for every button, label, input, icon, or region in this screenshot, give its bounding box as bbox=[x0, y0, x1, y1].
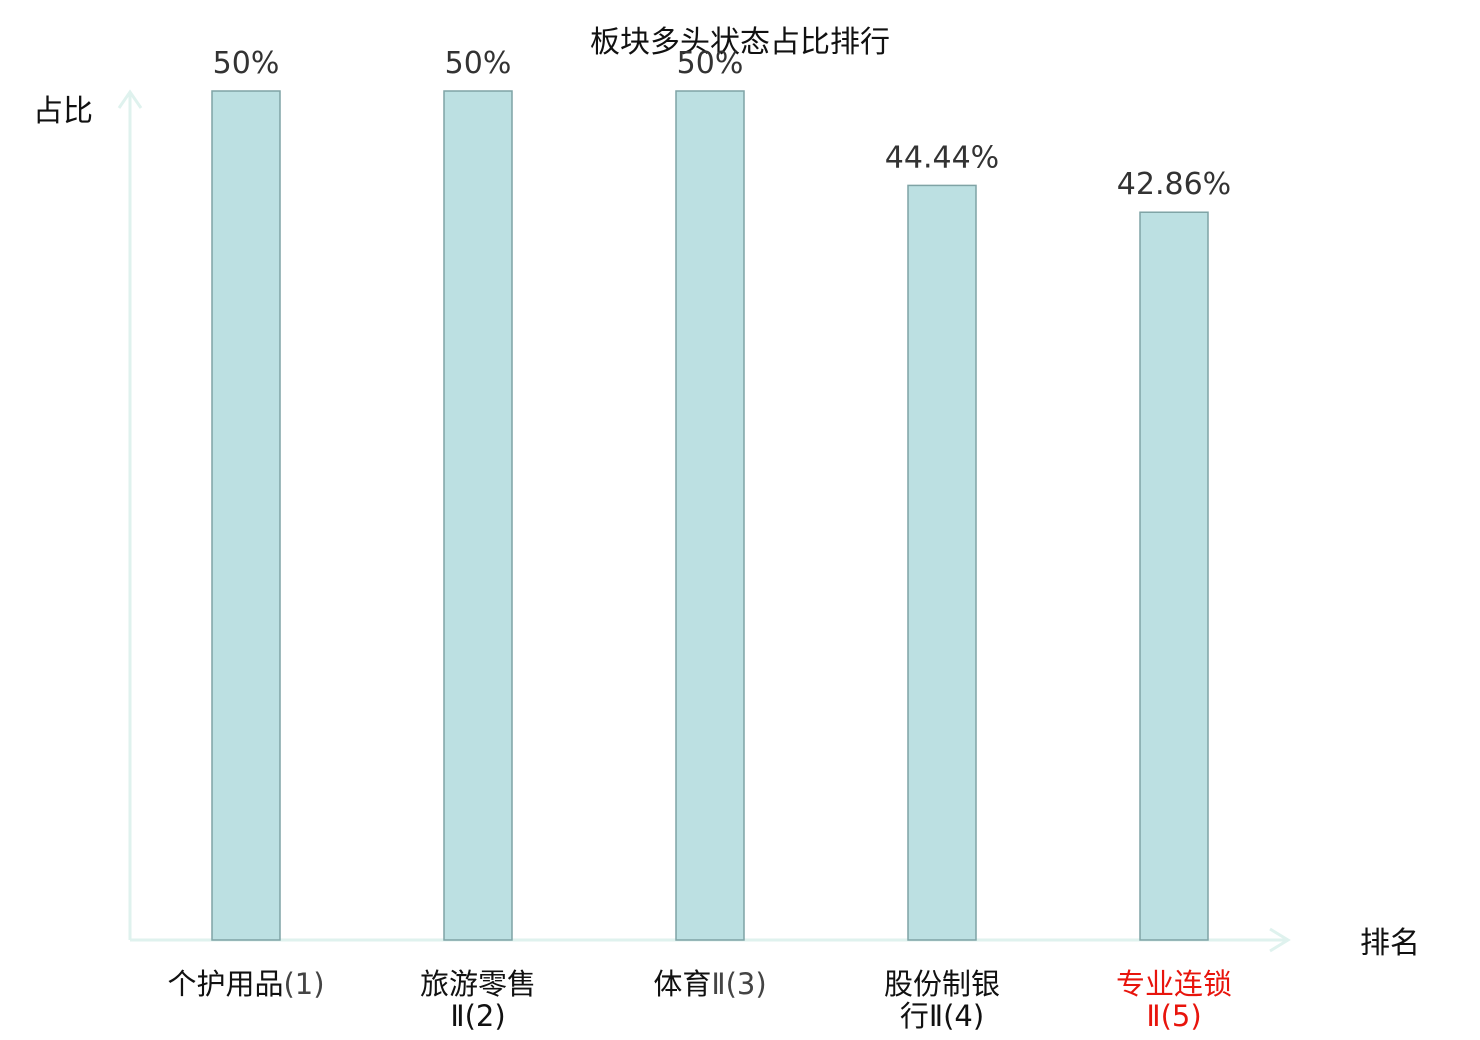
category-label-5: 专业连锁 bbox=[1116, 967, 1232, 1001]
category-label-1: 个护用品(1) bbox=[167, 967, 324, 1001]
y-axis-arrow bbox=[117, 89, 143, 109]
bar-1 bbox=[211, 90, 281, 941]
category-name-3: 体育 bbox=[653, 967, 711, 1001]
value-label-5: 42.86% bbox=[1117, 167, 1231, 202]
category-name-1: 个护用品 bbox=[167, 967, 283, 1001]
bar-2 bbox=[443, 90, 513, 941]
value-labels: 50% 50% 50% 44.44% 42.86% bbox=[213, 46, 1232, 202]
category-label-line2-5: Ⅱ(5) bbox=[1146, 999, 1201, 1033]
value-label-1: 50% bbox=[213, 46, 280, 81]
category-rank-3: Ⅱ(3) bbox=[711, 967, 766, 1001]
category-label-line2-2: Ⅱ(2) bbox=[450, 999, 505, 1033]
category-label-3: 体育Ⅱ(3) bbox=[653, 967, 766, 1001]
bar-4 bbox=[907, 184, 977, 941]
chart-title: 板块多头状态占比排行 bbox=[590, 25, 890, 60]
category-label-4: 股份制银 bbox=[884, 967, 1000, 1001]
category-name-5: 专业连锁 bbox=[1116, 967, 1232, 1001]
category-name-4: 股份制银 bbox=[884, 967, 1000, 1001]
category-rank-1: (1) bbox=[283, 967, 324, 1001]
bar-3 bbox=[675, 90, 745, 941]
category-name-2: 旅游零售 bbox=[420, 967, 536, 1001]
value-label-3: 50% bbox=[677, 46, 744, 81]
category-label-2: 旅游零售 bbox=[420, 967, 536, 1001]
category-label-line2-4: 行Ⅱ(4) bbox=[900, 999, 984, 1033]
bar-5 bbox=[1139, 211, 1209, 941]
y-axis-label: 占比 bbox=[33, 94, 93, 129]
x-axis-arrow bbox=[1269, 927, 1291, 953]
bars bbox=[211, 90, 1209, 941]
value-label-2: 50% bbox=[445, 46, 512, 81]
value-label-4: 44.44% bbox=[885, 140, 999, 175]
x-axis-label: 排名 bbox=[1360, 926, 1420, 961]
